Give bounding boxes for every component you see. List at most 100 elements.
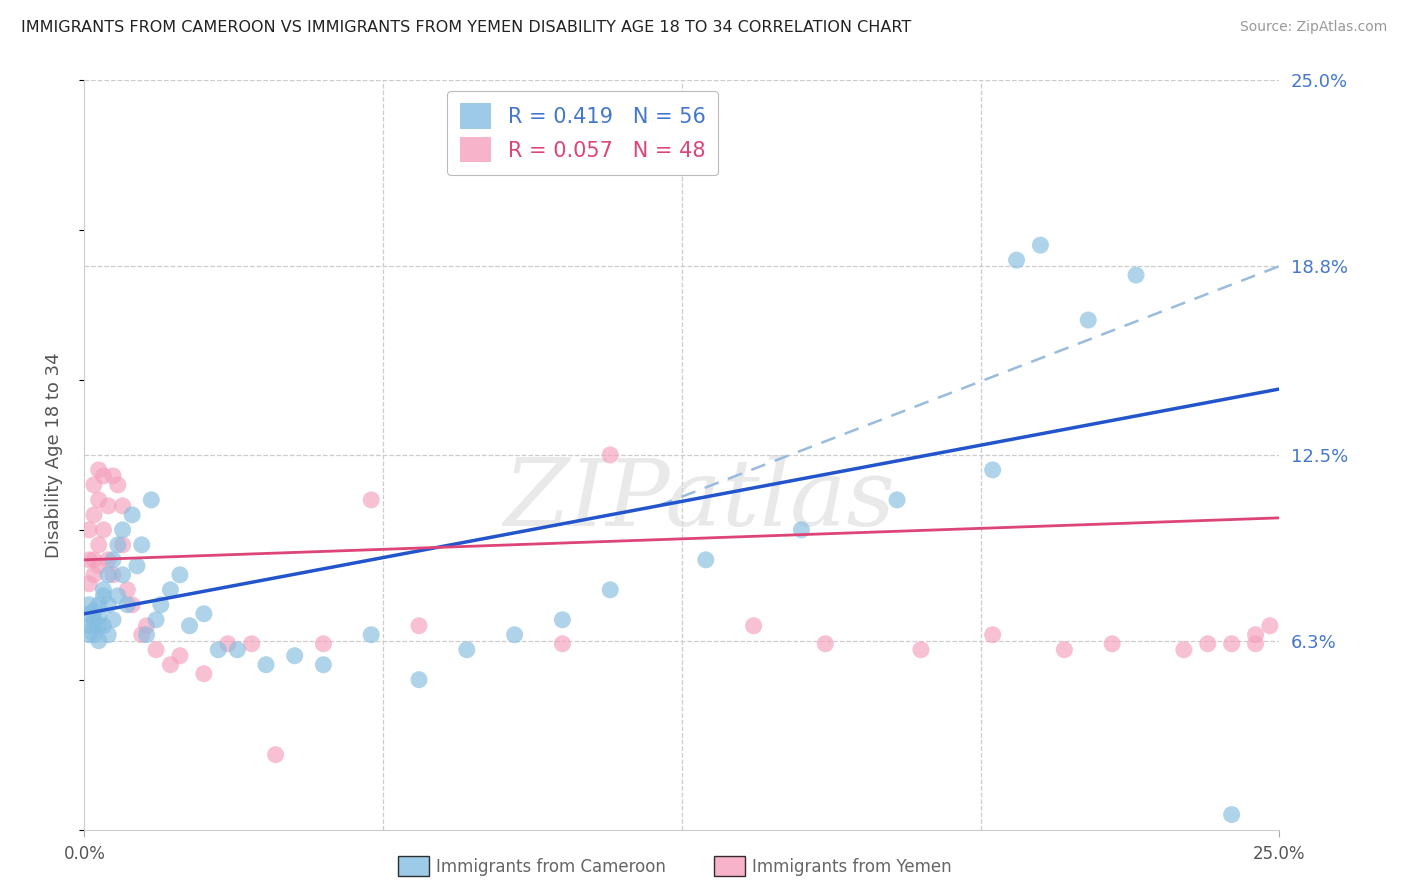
Point xyxy=(83,628,105,642)
Point xyxy=(240,637,263,651)
Point xyxy=(77,619,100,633)
Point xyxy=(1173,642,1195,657)
Point xyxy=(77,598,100,612)
Point xyxy=(97,499,120,513)
Point xyxy=(1258,619,1281,633)
Point xyxy=(814,637,837,651)
Point xyxy=(312,637,335,651)
Point xyxy=(145,642,167,657)
Point xyxy=(93,523,115,537)
Point xyxy=(101,469,124,483)
Point xyxy=(193,666,215,681)
Point xyxy=(503,628,526,642)
Point xyxy=(226,642,249,657)
Point xyxy=(1077,313,1099,327)
Point xyxy=(169,567,191,582)
Point xyxy=(135,619,157,633)
Point xyxy=(1005,253,1028,268)
Text: Source: ZipAtlas.com: Source: ZipAtlas.com xyxy=(1240,20,1388,34)
Point xyxy=(264,747,287,762)
Point xyxy=(1220,637,1243,651)
Point xyxy=(101,553,124,567)
Point xyxy=(131,538,153,552)
Point xyxy=(1220,807,1243,822)
Point xyxy=(83,619,105,633)
Point xyxy=(87,463,110,477)
Text: ZIPatlas: ZIPatlas xyxy=(503,455,896,545)
Legend: R = 0.419   N = 56, R = 0.057   N = 48: R = 0.419 N = 56, R = 0.057 N = 48 xyxy=(447,91,718,175)
Point xyxy=(107,538,129,552)
Point xyxy=(254,657,277,672)
Point xyxy=(456,642,478,657)
Point xyxy=(97,628,120,642)
Point xyxy=(121,508,143,522)
Point xyxy=(312,657,335,672)
Point xyxy=(93,619,115,633)
Point xyxy=(83,508,105,522)
Point xyxy=(111,567,134,582)
Point xyxy=(981,463,1004,477)
Point xyxy=(93,469,115,483)
Point xyxy=(111,538,134,552)
Point xyxy=(97,553,120,567)
Point xyxy=(1244,637,1267,651)
Point xyxy=(87,558,110,573)
Point xyxy=(408,619,430,633)
Point xyxy=(886,492,908,507)
Point xyxy=(1197,637,1219,651)
Point xyxy=(135,628,157,642)
Point xyxy=(159,582,181,597)
Point xyxy=(1244,628,1267,642)
Point xyxy=(83,553,105,567)
Point xyxy=(87,538,110,552)
Point xyxy=(599,448,621,462)
Point xyxy=(193,607,215,621)
Point xyxy=(87,633,110,648)
Point xyxy=(93,582,115,597)
Point xyxy=(179,619,201,633)
Point xyxy=(360,628,382,642)
Point xyxy=(1125,268,1147,282)
Point xyxy=(87,619,110,633)
Point xyxy=(77,523,100,537)
Point xyxy=(87,492,110,507)
Point xyxy=(551,637,574,651)
Point xyxy=(107,589,129,603)
Point xyxy=(551,613,574,627)
Point xyxy=(83,478,105,492)
Point xyxy=(145,613,167,627)
Point xyxy=(910,642,932,657)
Point xyxy=(87,609,110,624)
Point xyxy=(1101,637,1123,651)
Text: IMMIGRANTS FROM CAMEROON VS IMMIGRANTS FROM YEMEN DISABILITY AGE 18 TO 34 CORREL: IMMIGRANTS FROM CAMEROON VS IMMIGRANTS F… xyxy=(21,20,911,35)
Point xyxy=(599,582,621,597)
Text: Immigrants from Cameroon: Immigrants from Cameroon xyxy=(436,858,665,876)
Point xyxy=(1053,642,1076,657)
Point xyxy=(207,642,229,657)
Point xyxy=(111,499,134,513)
Point xyxy=(695,553,717,567)
Point xyxy=(981,628,1004,642)
Point xyxy=(1029,238,1052,252)
Point xyxy=(159,657,181,672)
Point xyxy=(87,598,110,612)
Text: Immigrants from Yemen: Immigrants from Yemen xyxy=(752,858,952,876)
Point xyxy=(83,613,105,627)
Point xyxy=(77,576,100,591)
Point xyxy=(121,598,143,612)
Point xyxy=(360,492,382,507)
Point xyxy=(131,628,153,642)
Point xyxy=(107,478,129,492)
Y-axis label: Disability Age 18 to 34: Disability Age 18 to 34 xyxy=(45,352,63,558)
Point xyxy=(77,628,100,642)
Point xyxy=(83,604,105,618)
Point xyxy=(93,589,115,603)
Point xyxy=(169,648,191,663)
Point xyxy=(149,598,172,612)
Point xyxy=(742,619,765,633)
Point xyxy=(101,567,124,582)
Point xyxy=(125,558,148,573)
Point xyxy=(77,553,100,567)
Point xyxy=(217,637,239,651)
Point xyxy=(101,613,124,627)
